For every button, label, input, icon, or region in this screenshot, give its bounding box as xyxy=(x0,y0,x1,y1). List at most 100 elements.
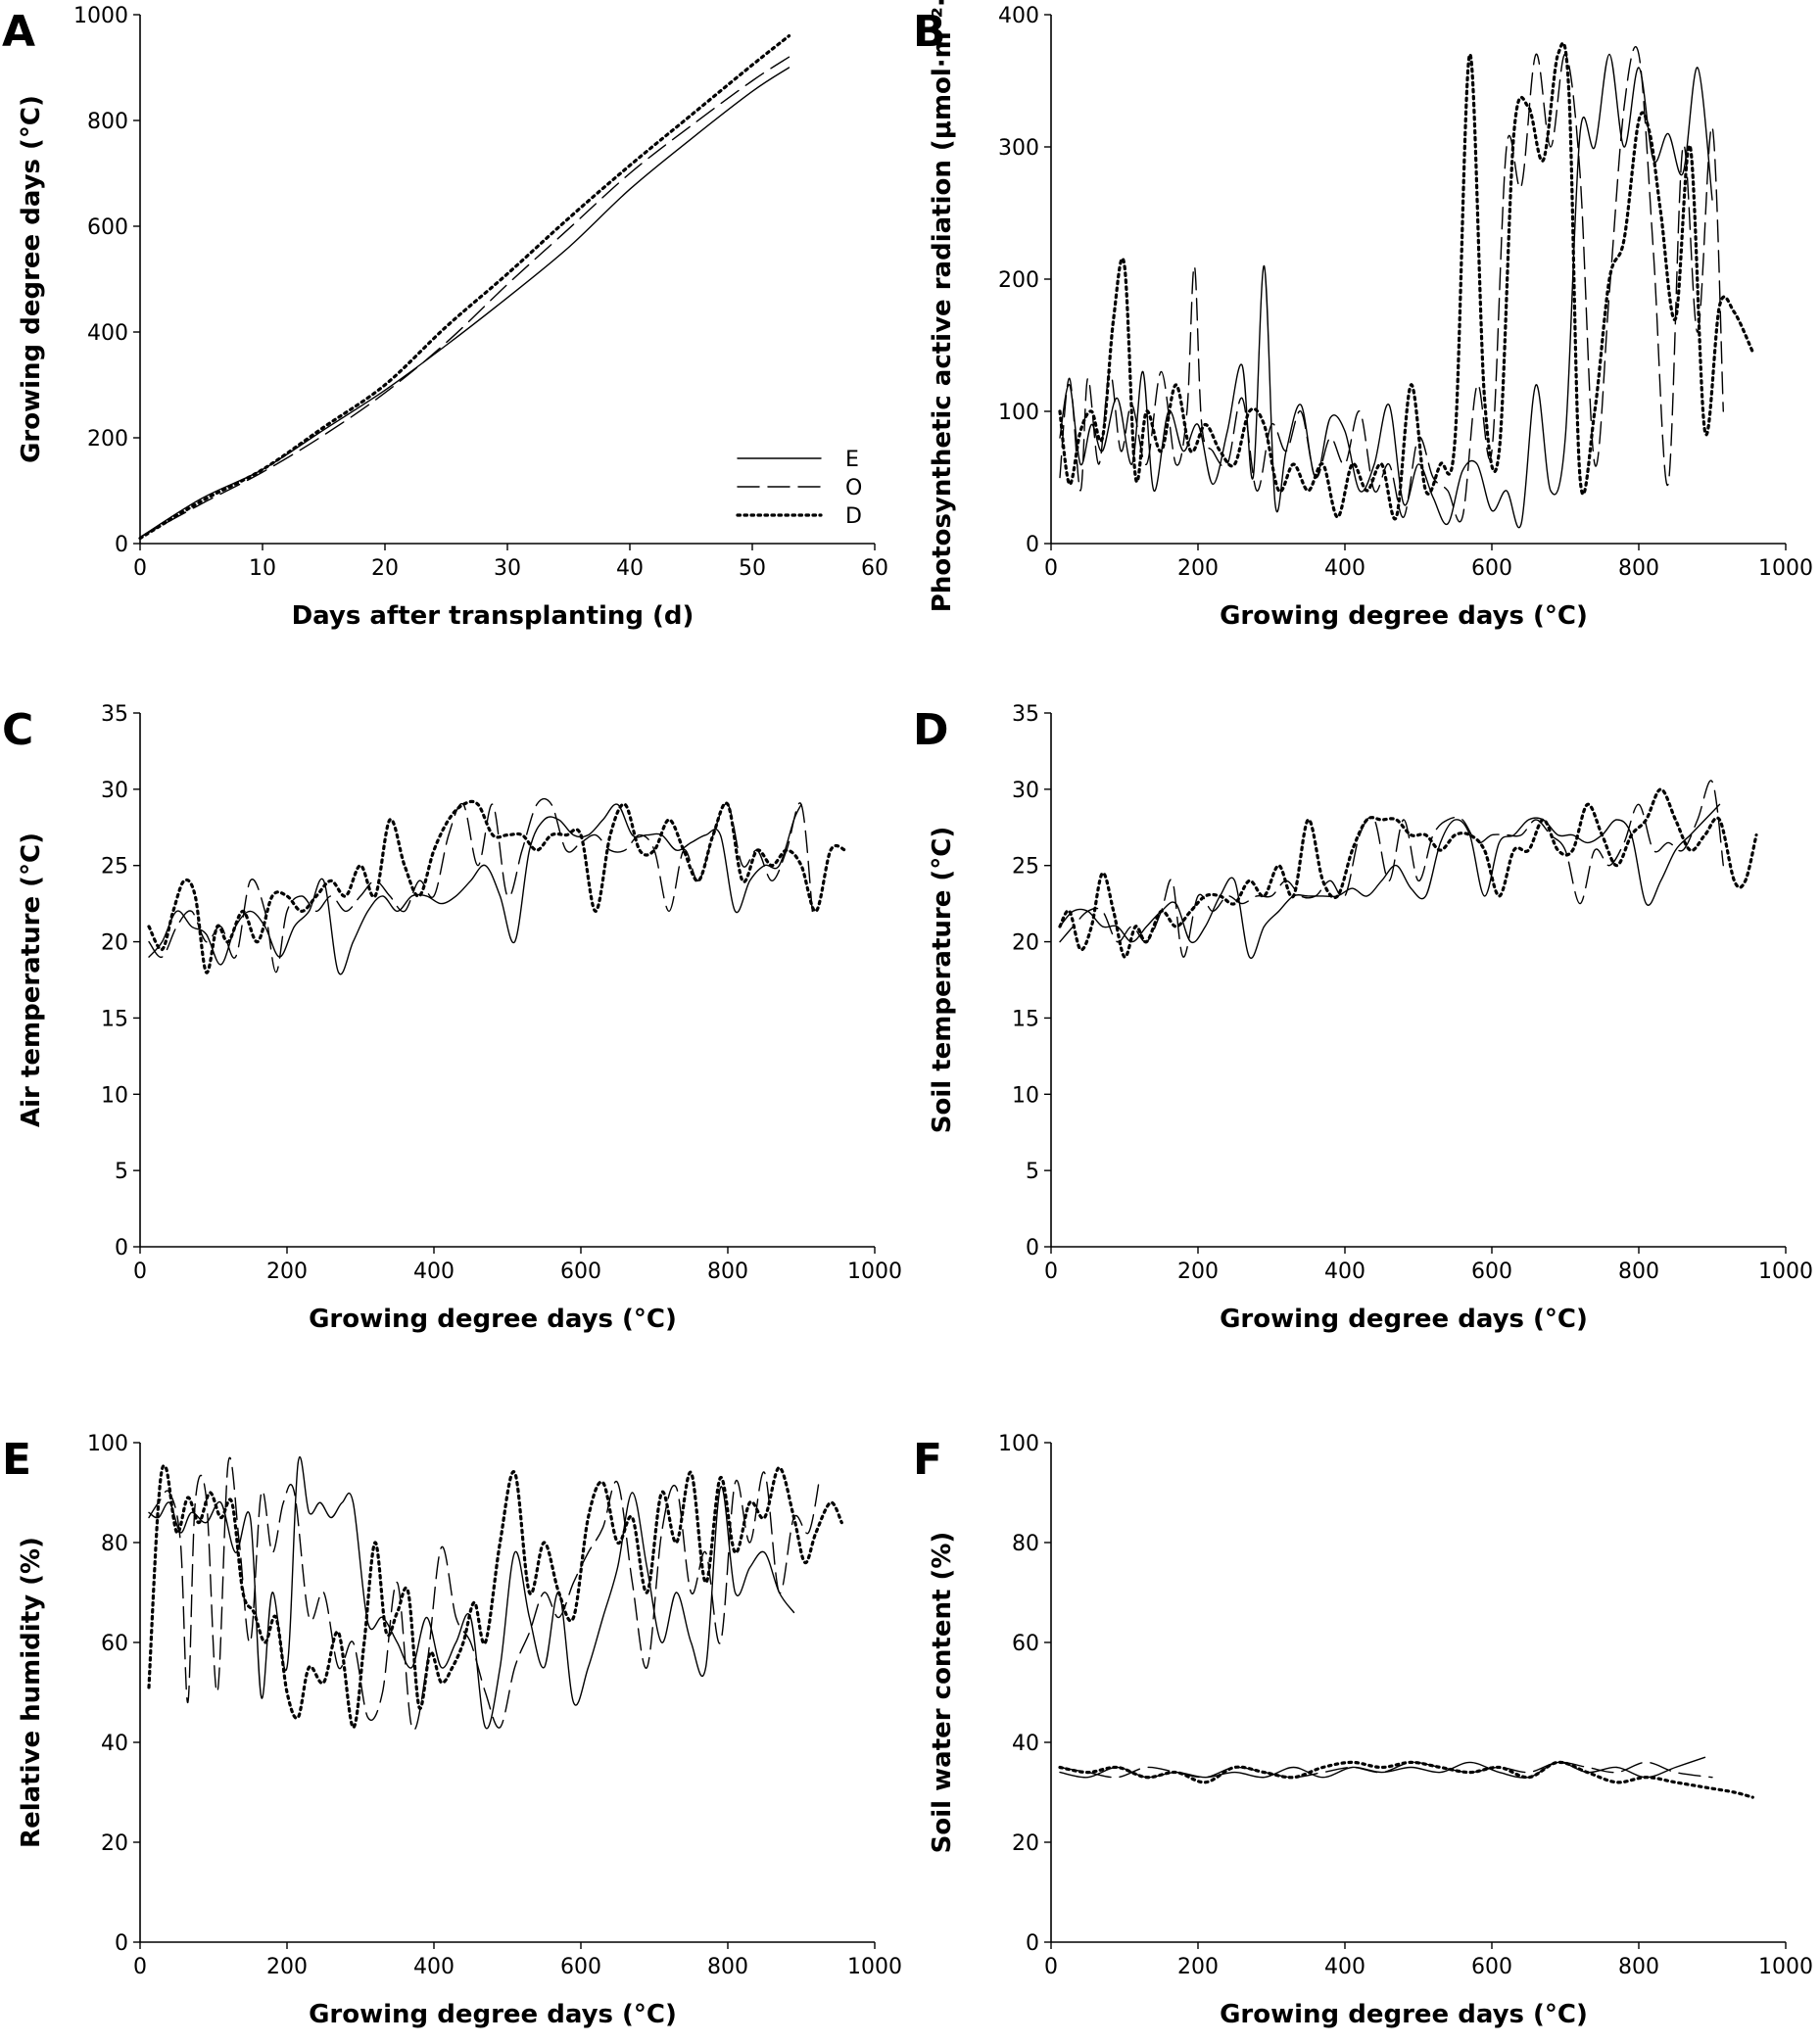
x-tick-label-b: 200 xyxy=(1177,556,1219,581)
series-line-o-d xyxy=(1059,780,1724,958)
x-axis-title-e: Growing degree days (°C) xyxy=(309,2000,677,2029)
series-line-o-c xyxy=(148,797,813,974)
legend-label-o: O xyxy=(845,476,862,500)
panel-label-a: A xyxy=(2,7,35,57)
y-axis-title-d: Soil temperature (°C) xyxy=(928,827,957,1134)
y-tick-label-d: 0 xyxy=(1026,1236,1039,1260)
y-tick-label-a: 400 xyxy=(87,321,128,346)
panel-label-b: B xyxy=(913,7,946,57)
x-tick-label-f: 1000 xyxy=(1758,1955,1813,1979)
series-line-d-c xyxy=(147,799,847,974)
x-tick-label-c: 0 xyxy=(133,1260,147,1284)
x-tick-label-a: 40 xyxy=(616,556,644,581)
y-tick-label-d: 25 xyxy=(1012,855,1039,879)
series-line-e-b xyxy=(1059,53,1713,529)
x-tick-label-c: 1000 xyxy=(847,1260,902,1284)
y-tick-label-c: 0 xyxy=(115,1236,128,1260)
series-line-o-f xyxy=(1059,1761,1713,1779)
y-axis-title-e: Relative humidity (%) xyxy=(17,1537,46,1848)
panel-label-d: D xyxy=(913,705,949,755)
x-tick-label-a: 50 xyxy=(739,556,766,581)
series-line-e-d xyxy=(1059,803,1721,960)
x-tick-label-a: 20 xyxy=(371,556,399,581)
series-line-e-a xyxy=(139,67,790,539)
panel-d: D 0 200 400 600 800 1000 0 5 10 15 20 25 30 35 Growing … xyxy=(913,702,1813,1334)
y-axis-title-f: Soil water content (%) xyxy=(928,1532,957,1854)
x-tick-label-d: 600 xyxy=(1471,1260,1512,1284)
x-tick-label-d: 200 xyxy=(1177,1260,1219,1284)
x-tick-label-e: 0 xyxy=(133,1955,147,1979)
y-tick-label-a: 800 xyxy=(87,110,128,134)
series-line-e-c xyxy=(148,803,802,975)
x-tick-label-e: 200 xyxy=(266,1955,308,1979)
y-tick-label-c: 5 xyxy=(115,1160,128,1184)
x-tick-label-a: 10 xyxy=(249,556,276,581)
legend-label-d: D xyxy=(845,504,862,529)
y-tick-label-b: 200 xyxy=(998,268,1039,293)
y-axis-title-b: Photosynthetic active radiation (μmol·m⁻… xyxy=(928,0,957,612)
x-tick-label-a: 60 xyxy=(861,556,888,581)
x-tick-label-d: 0 xyxy=(1044,1260,1058,1284)
x-tick-label-e: 1000 xyxy=(847,1955,902,1979)
y-tick-label-f: 60 xyxy=(1012,1632,1039,1656)
panel-label-c: C xyxy=(2,705,33,755)
x-tick-label-f: 600 xyxy=(1471,1955,1512,1979)
y-tick-label-c: 15 xyxy=(101,1007,128,1031)
x-tick-label-f: 200 xyxy=(1177,1955,1219,1979)
y-tick-label-d: 10 xyxy=(1012,1083,1039,1108)
x-tick-label-f: 0 xyxy=(1044,1955,1058,1979)
y-tick-label-c: 35 xyxy=(101,702,128,727)
legend-label-e: E xyxy=(845,448,859,472)
y-tick-label-b: 400 xyxy=(998,4,1039,28)
y-tick-label-a: 0 xyxy=(115,533,128,557)
y-axis-title-a: Growing degree days (°C) xyxy=(17,95,46,463)
y-tick-label-b: 0 xyxy=(1026,533,1039,557)
y-tick-label-e: 60 xyxy=(101,1632,128,1656)
y-tick-label-c: 25 xyxy=(101,855,128,879)
y-tick-label-c: 10 xyxy=(101,1083,128,1108)
x-tick-label-b: 800 xyxy=(1618,556,1659,581)
y-tick-label-d: 35 xyxy=(1012,702,1039,727)
panel-e: E 0 200 400 600 800 1000 0 20 40 60 80 100 Growing de… xyxy=(2,1432,902,2029)
x-tick-label-c: 200 xyxy=(266,1260,308,1284)
y-tick-label-e: 100 xyxy=(87,1432,128,1456)
y-tick-label-d: 15 xyxy=(1012,1007,1039,1031)
y-tick-label-a: 600 xyxy=(87,215,128,240)
x-axis-title-b: Growing degree days (°C) xyxy=(1220,601,1588,631)
y-tick-label-e: 80 xyxy=(101,1532,128,1556)
series-line-d-e xyxy=(147,1464,843,1730)
x-tick-label-b: 0 xyxy=(1044,556,1058,581)
panel-label-e: E xyxy=(2,1435,31,1485)
x-tick-label-b: 1000 xyxy=(1758,556,1813,581)
y-tick-label-e: 20 xyxy=(101,1831,128,1856)
x-tick-label-e: 400 xyxy=(413,1955,455,1979)
series-line-o-b xyxy=(1059,46,1724,523)
x-tick-label-a: 30 xyxy=(494,556,521,581)
x-tick-label-b: 600 xyxy=(1471,556,1512,581)
y-tick-label-a: 1000 xyxy=(73,4,128,28)
series-line-e-e xyxy=(148,1455,795,1730)
x-tick-label-c: 400 xyxy=(413,1260,455,1284)
y-tick-label-f: 20 xyxy=(1012,1831,1039,1856)
x-tick-label-c: 800 xyxy=(707,1260,748,1284)
y-tick-label-d: 5 xyxy=(1026,1160,1039,1184)
y-tick-label-e: 0 xyxy=(115,1931,128,1956)
x-axis-title-c: Growing degree days (°C) xyxy=(309,1305,677,1334)
y-tick-label-c: 20 xyxy=(101,931,128,956)
x-tick-label-e: 600 xyxy=(560,1955,601,1979)
x-tick-label-d: 400 xyxy=(1324,1260,1365,1284)
y-tick-label-b: 300 xyxy=(998,136,1039,161)
x-axis-title-a: Days after transplanting (d) xyxy=(292,601,694,631)
x-tick-label-a: 0 xyxy=(133,556,147,581)
x-tick-label-b: 400 xyxy=(1324,556,1365,581)
y-tick-label-e: 40 xyxy=(101,1732,128,1756)
x-tick-label-f: 400 xyxy=(1324,1955,1365,1979)
y-tick-label-a: 200 xyxy=(87,427,128,452)
x-axis-title-f: Growing degree days (°C) xyxy=(1220,2000,1588,2029)
series-line-d-f xyxy=(1058,1760,1754,1799)
y-tick-label-f: 40 xyxy=(1012,1732,1039,1756)
x-tick-label-f: 800 xyxy=(1618,1955,1659,1979)
x-tick-label-d: 800 xyxy=(1618,1260,1659,1284)
y-tick-label-d: 20 xyxy=(1012,931,1039,956)
